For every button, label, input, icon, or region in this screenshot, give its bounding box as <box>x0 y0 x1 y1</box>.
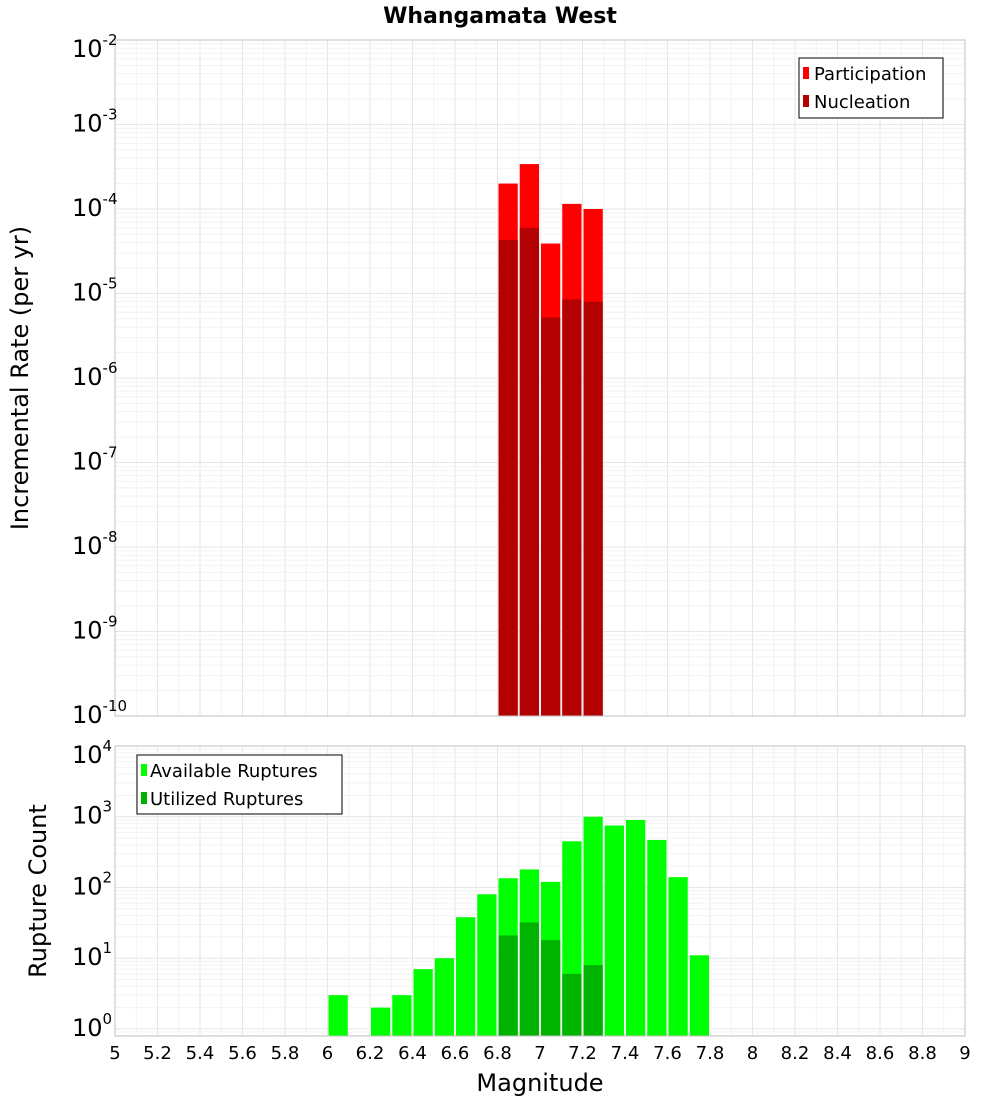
legend-swatch-utilized <box>141 792 147 804</box>
y-tick-label: 10-3 <box>72 106 118 138</box>
top-legend-box <box>798 57 944 119</box>
x-tick-label: 6 <box>322 1043 333 1064</box>
bar-utilized-ruptures <box>541 940 561 1036</box>
x-tick-label: 6.6 <box>441 1043 470 1064</box>
bottom-legend-box <box>136 754 343 815</box>
bottom-y-axis-label: Rupture Count <box>24 804 52 978</box>
x-tick-label: 5.6 <box>228 1043 257 1064</box>
x-tick-label: 8.4 <box>823 1043 852 1064</box>
bottom-gridlines <box>114 745 966 1037</box>
y-tick-label: 10-7 <box>72 444 118 476</box>
legend-label-available: Available Ruptures <box>150 761 318 782</box>
y-tick-label: 10-4 <box>72 190 118 222</box>
y-tick-label: 10-6 <box>72 359 118 391</box>
x-tick-label: 6.4 <box>398 1043 427 1064</box>
bar-nucleation <box>583 301 603 716</box>
y-tick-label: 104 <box>72 737 112 769</box>
x-tick-label: 6.2 <box>356 1043 385 1064</box>
bottom-plot-frame <box>114 745 966 1037</box>
x-tick-label: 9 <box>959 1043 970 1064</box>
bar-available-ruptures <box>434 958 454 1036</box>
x-tick-labels: 5 5.2 5.4 5.6 5.8 6 6.2 6.4 6.6 6.8 7 7.2 7.4 7.6 7.8 8… <box>109 1043 970 1064</box>
bottom-y-tick-labels: 100 101 102 103 104 <box>72 737 112 1042</box>
y-tick-label: 10-9 <box>72 613 118 645</box>
top-y-axis-label: Incremental Rate (per yr) <box>6 226 34 530</box>
bar-utilized-ruptures <box>562 973 582 1036</box>
y-tick-label: 103 <box>72 798 112 830</box>
bar-nucleation <box>541 317 561 716</box>
y-tick-label: 10-2 <box>72 31 118 63</box>
x-tick-label: 8 <box>747 1043 758 1064</box>
x-tick-label: 8.8 <box>908 1043 937 1064</box>
bar-available-ruptures <box>328 995 348 1036</box>
legend-swatch-nucleation <box>803 95 809 107</box>
x-axis-label: Magnitude <box>476 1069 603 1097</box>
bar-available-ruptures <box>456 917 476 1036</box>
bar-nucleation <box>519 227 539 716</box>
top-y-tick-labels: 10-10 10-9 10-8 10-7 10-6 10-5 10-4 10-3 10-2 <box>72 31 127 729</box>
bar-available-ruptures <box>392 995 412 1036</box>
y-tick-label: 10-8 <box>72 528 118 560</box>
bar-available-ruptures <box>626 819 646 1036</box>
bar-available-ruptures <box>477 894 497 1036</box>
x-tick-label: 5.4 <box>186 1043 215 1064</box>
bar-available-ruptures <box>668 877 688 1036</box>
chart-title: Whangamata West <box>383 4 617 29</box>
y-tick-label: 101 <box>72 939 112 971</box>
x-tick-label: 7.4 <box>611 1043 640 1064</box>
x-tick-label: 7 <box>534 1043 545 1064</box>
x-tick-label: 5 <box>109 1043 120 1064</box>
legend-label-participation: Participation <box>814 64 926 85</box>
bar-utilized-ruptures <box>519 922 539 1036</box>
y-tick-label: 10-5 <box>72 275 118 307</box>
x-tick-label: 8.2 <box>781 1043 810 1064</box>
x-tick-label: 8.6 <box>866 1043 895 1064</box>
bottom-legend: Available Ruptures Utilized Ruptures <box>136 754 343 815</box>
y-tick-label: 10-10 <box>72 697 127 729</box>
x-tick-label: 5.8 <box>271 1043 300 1064</box>
bar-available-ruptures <box>371 1007 391 1036</box>
x-tick-label: 5.2 <box>143 1043 172 1064</box>
x-tick-label: 7.6 <box>653 1043 682 1064</box>
legend-swatch-available <box>141 764 147 776</box>
top-bars <box>498 164 603 716</box>
bar-utilized-ruptures <box>498 935 518 1036</box>
top-gridlines <box>114 39 966 717</box>
legend-label-utilized: Utilized Ruptures <box>150 789 303 810</box>
y-tick-label: 100 <box>72 1010 112 1042</box>
bar-available-ruptures <box>689 955 709 1036</box>
x-tick-label: 7.8 <box>696 1043 725 1064</box>
bar-nucleation <box>498 239 518 716</box>
bar-available-ruptures <box>413 969 433 1036</box>
bar-nucleation <box>562 299 582 716</box>
bar-available-ruptures <box>647 839 667 1036</box>
top-legend: Participation Nucleation <box>798 57 944 119</box>
x-tick-label: 7.2 <box>568 1043 597 1064</box>
bar-utilized-ruptures <box>583 965 603 1036</box>
x-tick-label: 6.8 <box>483 1043 512 1064</box>
top-plot-frame <box>114 39 966 717</box>
bottom-bars <box>328 816 709 1036</box>
top-panel: 10-10 10-9 10-8 10-7 10-6 10-5 10-4 10-3 10-2 In… <box>6 31 966 729</box>
legend-label-nucleation: Nucleation <box>814 92 910 113</box>
bottom-panel: 100 101 102 103 104 Rupture Count Available … <box>24 737 966 1042</box>
y-tick-label: 102 <box>72 868 112 900</box>
legend-swatch-participation <box>803 67 809 79</box>
bar-available-ruptures <box>604 825 624 1036</box>
